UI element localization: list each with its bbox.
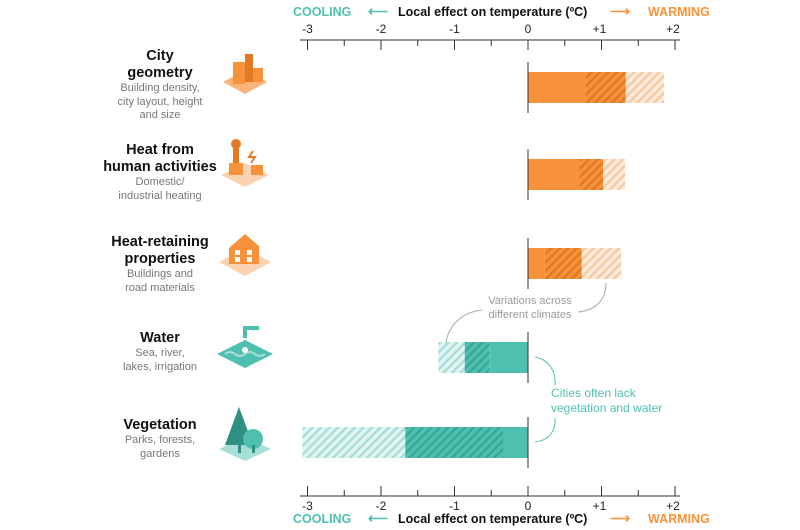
tick-label-top: +2 xyxy=(666,22,680,36)
category-label: Heat from human activities Domestic/indust… xyxy=(95,142,225,203)
warming-arrow-icon: ⟶ xyxy=(610,3,630,19)
category-title: Heat from xyxy=(126,142,194,158)
bar-solid xyxy=(489,342,528,373)
bar-range xyxy=(585,72,626,103)
annotation-variations-line1: Variations across xyxy=(488,295,572,307)
warming-label-top: WARMING xyxy=(648,5,710,19)
trees-icon xyxy=(215,405,275,470)
cooling-label-bottom: COOLING xyxy=(293,512,351,526)
bar-solid xyxy=(528,248,545,279)
cooling-arrow-icon: ⟵ xyxy=(368,510,388,526)
city-buildings-icon xyxy=(215,50,275,115)
water-tap-icon xyxy=(215,320,275,385)
category-label: Water Sea, river, lakes, irrigation xyxy=(95,330,225,374)
category-subtitle: lakes, irrigation xyxy=(123,360,197,373)
bar-variation xyxy=(602,159,626,190)
tick-label-bottom: +1 xyxy=(593,499,607,513)
bar-solid xyxy=(528,72,586,103)
category-title: geometry xyxy=(127,65,193,81)
cooling-arrow-icon: ⟵ xyxy=(368,3,388,19)
annotation-connector xyxy=(577,282,607,313)
category-subtitle: Building density, xyxy=(120,82,200,94)
axis-title-bottom: Local effect on temperature (ºC) xyxy=(398,512,587,526)
bar-range xyxy=(405,427,504,458)
category-label: City geometry Building density, city layout… xyxy=(95,48,225,123)
bar-variation xyxy=(438,342,465,373)
category-title: Water xyxy=(140,330,180,346)
bar-range xyxy=(579,159,603,190)
tick-label-top: 0 xyxy=(525,22,532,36)
category-title: Heat-retaining xyxy=(111,234,209,250)
factory-chimney-icon xyxy=(215,137,275,202)
category-subtitle: Parks, forests, xyxy=(124,434,196,446)
annotation-connector xyxy=(534,356,556,386)
bar-variation xyxy=(625,72,664,103)
axis-title-top: Local effect on temperature (ºC) xyxy=(398,5,587,19)
annotation-lack-line2: vegetation and water xyxy=(551,401,662,415)
tick-label-bottom: 0 xyxy=(525,499,532,513)
category-label: Vegetation Parks, forests, gardens xyxy=(95,417,225,461)
house-icon xyxy=(215,226,275,291)
annotation-connector xyxy=(445,309,483,344)
category-subtitle: city layout, height xyxy=(117,95,203,108)
category-label: Heat-retaining properties Buildings and roa… xyxy=(95,234,225,295)
warming-arrow-icon: ⟶ xyxy=(610,510,630,526)
category-subtitle: gardens xyxy=(140,447,180,460)
tick-label-top: -1 xyxy=(449,22,460,36)
bar-variation xyxy=(302,427,406,458)
category-subtitle: road materials xyxy=(125,281,195,294)
bar-range xyxy=(464,342,490,373)
bar-range xyxy=(544,248,582,279)
tick-label-bottom: +2 xyxy=(666,499,680,513)
category-title: human activities xyxy=(103,159,217,175)
category-subtitle: Buildings and xyxy=(126,268,194,280)
tick-label-top: -3 xyxy=(302,22,313,36)
cooling-label-top: COOLING xyxy=(293,5,351,19)
category-title: properties xyxy=(124,251,196,267)
bar-solid xyxy=(503,427,528,458)
tick-label-top: -2 xyxy=(376,22,387,36)
tick-label-bottom: -2 xyxy=(376,499,387,513)
bar-variation xyxy=(581,248,622,279)
category-subtitle: Sea, river, xyxy=(135,347,185,359)
annotation-lack-line1: Cities often lack xyxy=(551,386,637,400)
annotation-connector xyxy=(534,417,556,443)
tick-label-bottom: -3 xyxy=(302,499,313,513)
bar-solid xyxy=(528,159,580,190)
warming-label-bottom: WARMING xyxy=(648,512,710,526)
category-subtitle: and size xyxy=(139,109,181,121)
annotation-variations-line2: different climates xyxy=(489,309,572,321)
tick-label-top: +1 xyxy=(593,22,607,36)
category-subtitle: industrial heating xyxy=(118,189,202,202)
category-subtitle: Domestic/ xyxy=(135,176,185,188)
tick-label-bottom: -1 xyxy=(449,499,460,513)
category-title: City xyxy=(146,48,174,64)
category-title: Vegetation xyxy=(123,417,197,433)
